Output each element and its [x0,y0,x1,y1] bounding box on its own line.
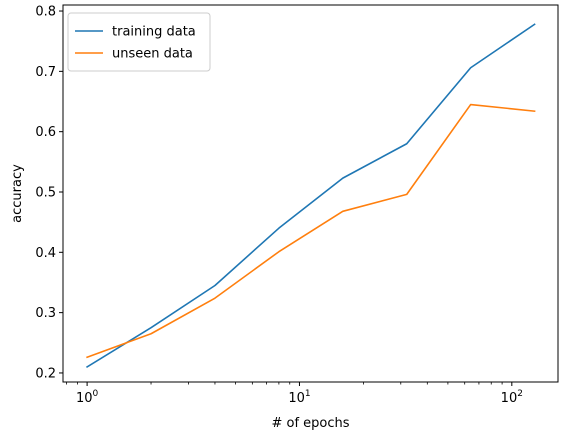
legend-box [67,12,211,72]
x-tick-label-exponent: 2 [517,389,523,399]
x-axis-label: # of epochs [271,416,349,431]
series-line-1 [86,103,536,359]
x-axis-ticks: 100 101 102 [66,382,523,406]
legend: training data unseen data [67,12,211,72]
y-tick-label: 0.6 [35,125,56,140]
series-layer [85,23,536,369]
y-tick-label: 0.2 [35,366,56,381]
y-axis-ticks: 0.2 0.3 0.4 0.5 0.6 0.7 0.8 [35,5,63,381]
x-tick-label: 101 [288,389,310,406]
y-tick-label: 0.5 [35,185,56,200]
x-tick-label-exponent: 0 [93,389,99,399]
x-tick-label-base: 10 [288,391,305,406]
y-tick-label: 0.8 [35,5,56,20]
legend-label-1: unseen data [112,47,193,62]
y-axis-label: accuracy [10,164,25,223]
x-tick-label-base: 10 [76,391,93,406]
y-tick-label: 0.4 [35,246,56,261]
x-tick-label-base: 10 [501,391,518,406]
y-tick-label: 0.7 [35,65,56,80]
x-tick-label: 102 [501,389,523,406]
plot-frame [62,4,559,383]
legend-label-0: training data [112,25,196,40]
y-tick-label: 0.3 [35,306,56,321]
x-tick-label: 100 [76,389,99,406]
x-tick-label-exponent: 1 [305,389,311,399]
series-line-0 [85,23,536,369]
